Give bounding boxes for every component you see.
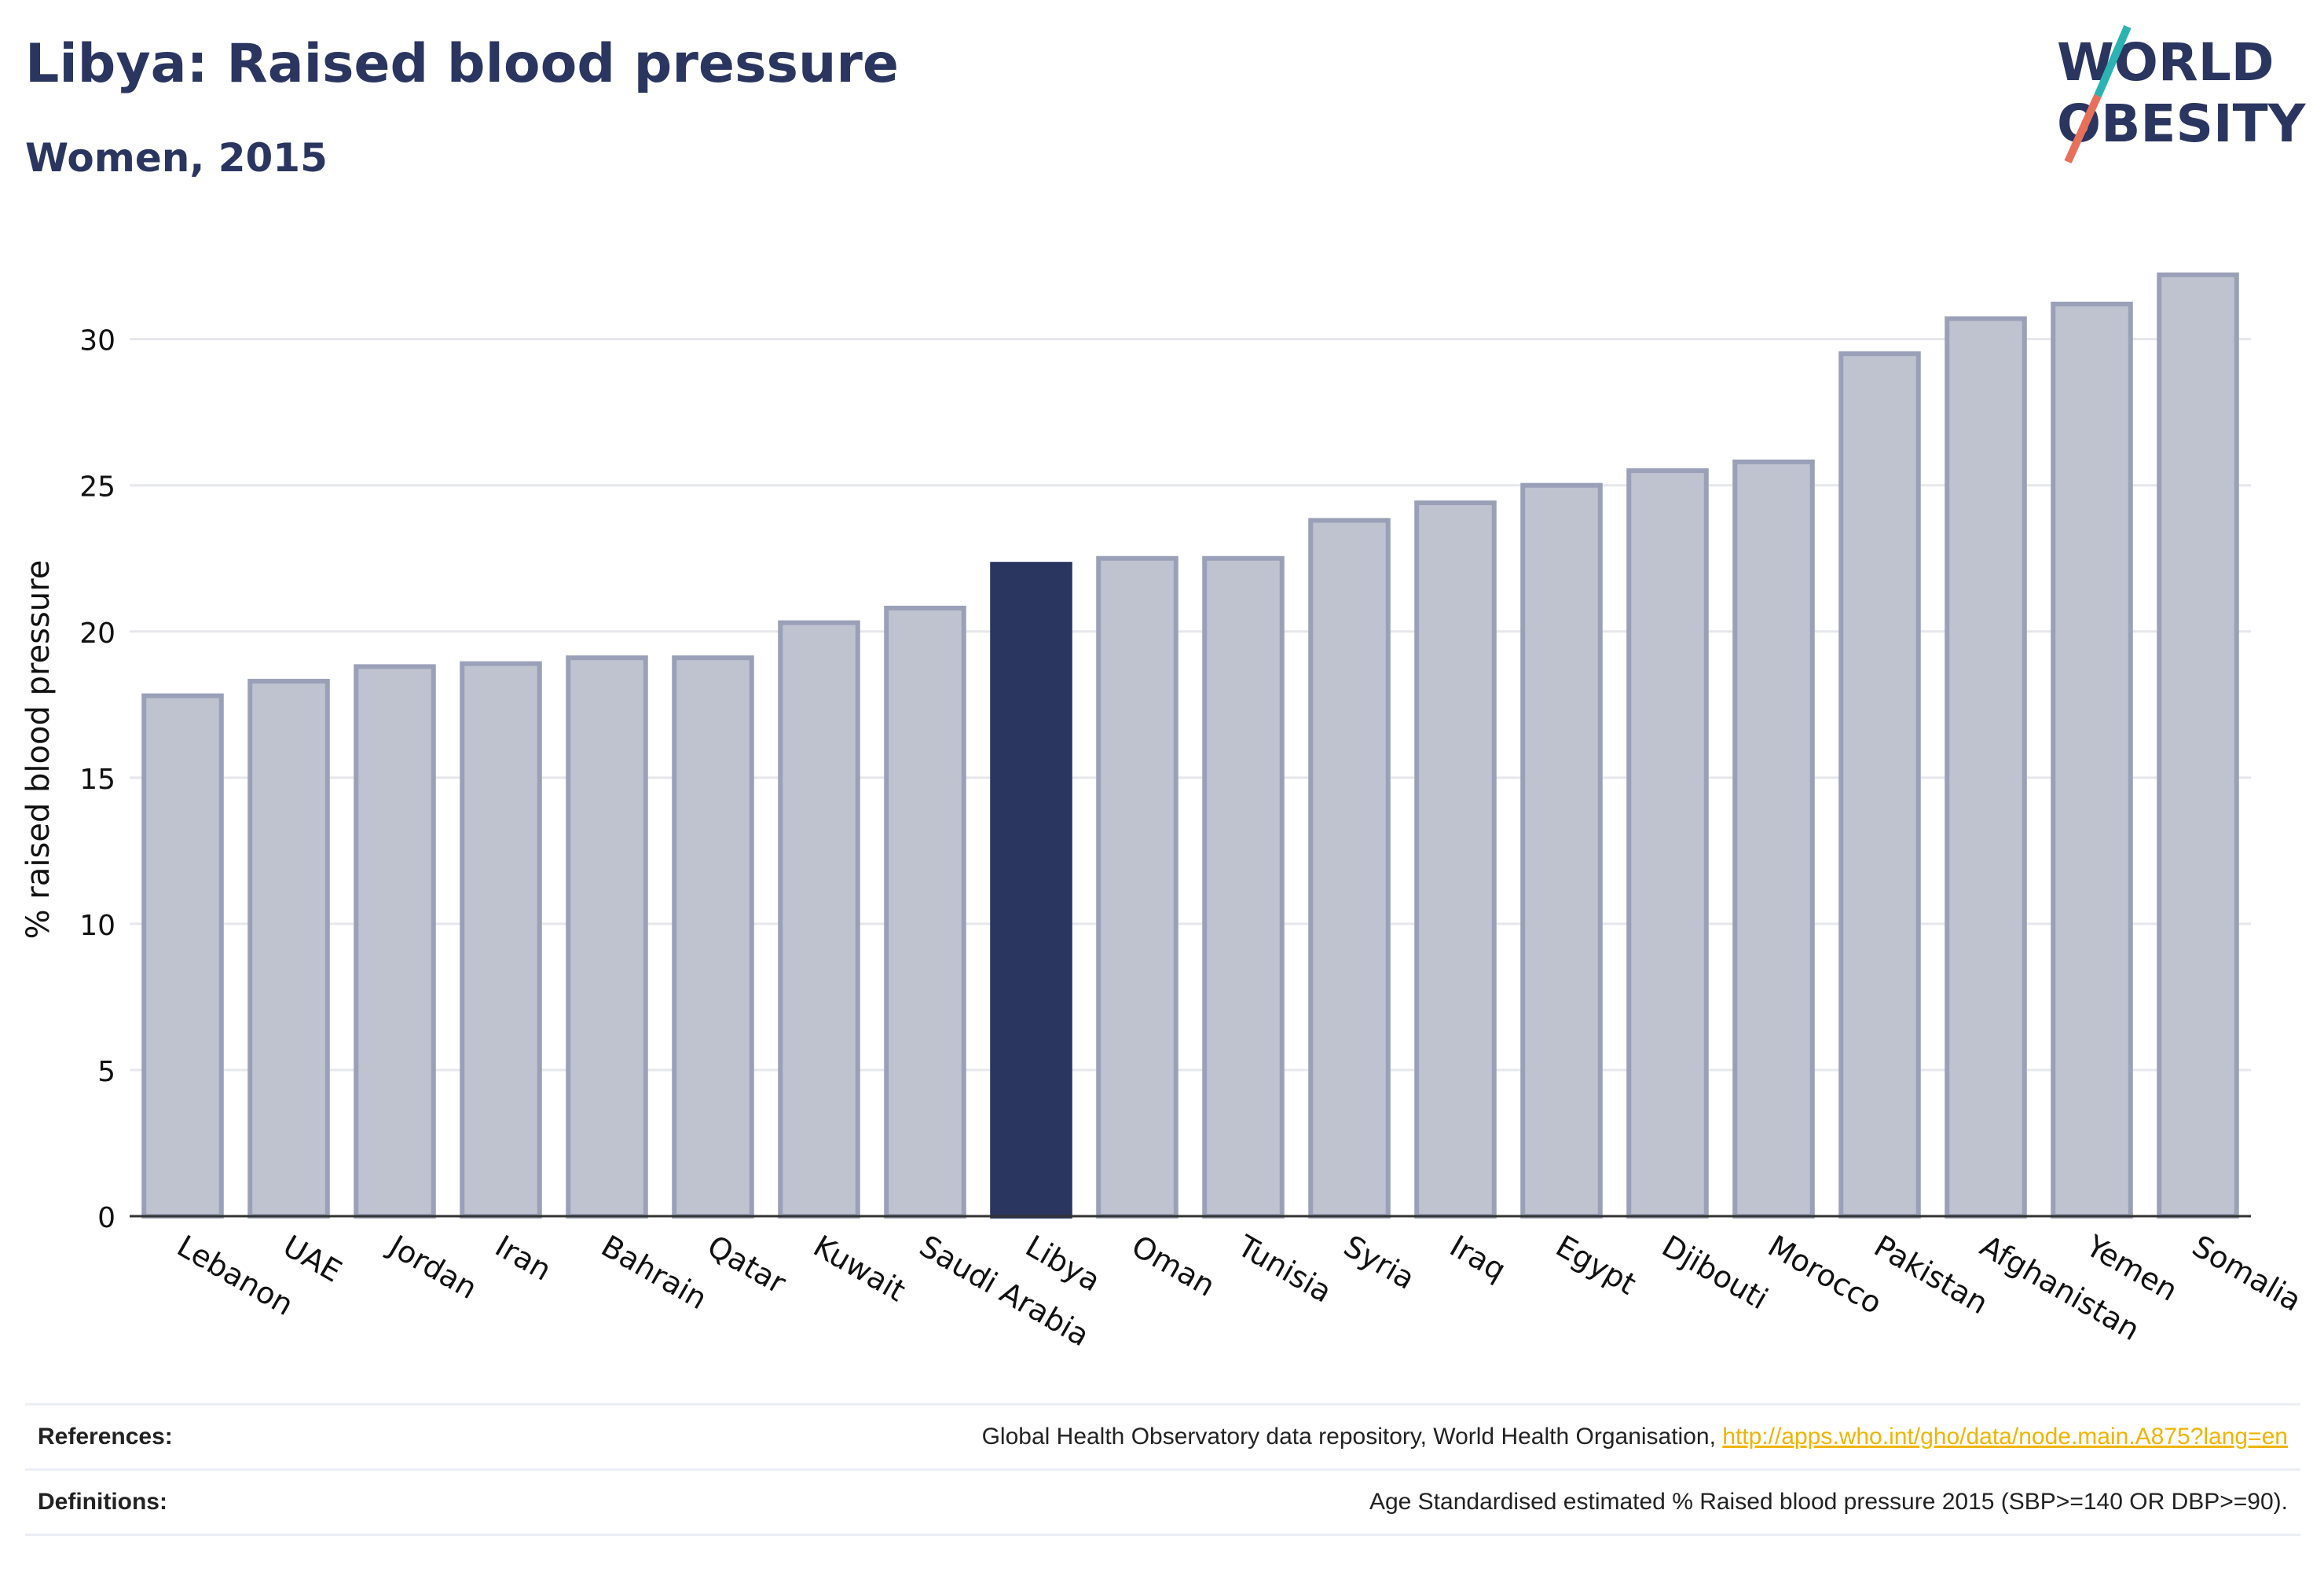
bar-djibouti bbox=[1626, 468, 1709, 1219]
bar-lebanon bbox=[141, 693, 224, 1219]
x-tick-label: UAE bbox=[277, 1229, 347, 1289]
bar-syria bbox=[1308, 518, 1391, 1219]
page-title: Libya: Raised blood pressure bbox=[25, 33, 900, 95]
bar-iraq bbox=[1414, 500, 1497, 1219]
bar-qatar bbox=[672, 655, 754, 1219]
y-tick-label: 15 bbox=[79, 764, 115, 796]
world-obesity-logo: WORLD OBESITY bbox=[2057, 25, 2307, 164]
references-link[interactable]: http://apps.who.int/gho/data/node.main.A… bbox=[1722, 1424, 2288, 1450]
bar-yemen bbox=[2051, 301, 2133, 1219]
bar-bahrain bbox=[566, 655, 648, 1219]
bar-iran bbox=[460, 661, 542, 1219]
x-tick-label: Pakistan bbox=[1868, 1229, 1994, 1321]
y-tick-label: 0 bbox=[97, 1202, 115, 1234]
x-tick-label: Jordan bbox=[382, 1228, 482, 1307]
references-text: Global Health Observatory data repositor… bbox=[981, 1424, 1723, 1450]
bar-libya bbox=[990, 562, 1072, 1219]
logo-line1: WORLD bbox=[2057, 32, 2275, 93]
page-subtitle: Women, 2015 bbox=[25, 135, 328, 181]
bar-uae bbox=[247, 679, 330, 1219]
x-tick-label: Somalia bbox=[2187, 1229, 2308, 1318]
x-tick-label: Kuwait bbox=[808, 1229, 911, 1309]
x-tick-label: Syria bbox=[1338, 1229, 1420, 1296]
bar-afghanistan bbox=[1945, 316, 2027, 1219]
chart-footer: References: Global Health Observatory da… bbox=[25, 1403, 2300, 1536]
x-tick-label: Bahrain bbox=[596, 1229, 713, 1317]
bars bbox=[141, 272, 2239, 1219]
y-tick-label: 25 bbox=[79, 471, 115, 504]
x-tick-label: Lebanon bbox=[171, 1229, 299, 1322]
x-tick-label: Qatar bbox=[702, 1229, 792, 1301]
x-tick-label: Morocco bbox=[1762, 1229, 1888, 1321]
bar-morocco bbox=[1732, 459, 1815, 1219]
y-tick-label: 10 bbox=[79, 910, 115, 942]
bar-jordan bbox=[354, 664, 436, 1219]
y-tick-label: 30 bbox=[79, 325, 115, 357]
x-tick-label: Iran bbox=[489, 1229, 557, 1288]
bar-kuwait bbox=[778, 620, 860, 1219]
bar-saudi-arabia bbox=[884, 605, 966, 1219]
y-tick-label: 5 bbox=[97, 1056, 115, 1088]
bar-somalia bbox=[2157, 272, 2239, 1219]
bar-oman bbox=[1096, 555, 1178, 1219]
x-tick-label: Tunisia bbox=[1231, 1228, 1337, 1310]
logo-slash-bottom bbox=[2064, 93, 2102, 164]
x-tick-label: Iraq bbox=[1444, 1229, 1512, 1288]
bar-egypt bbox=[1520, 482, 1603, 1219]
references-value: Global Health Observatory data repositor… bbox=[982, 1424, 2300, 1450]
x-tick-label: Oman bbox=[1126, 1229, 1221, 1303]
definitions-value: Age Standardised estimated % Raised bloo… bbox=[1369, 1489, 2288, 1515]
y-axis-ticks: 0 5 10 15 20 25 30 bbox=[79, 325, 115, 1234]
bar-tunisia bbox=[1202, 555, 1285, 1219]
references-row: References: Global Health Observatory da… bbox=[25, 1403, 2300, 1468]
y-tick-label: 20 bbox=[79, 618, 115, 650]
logo-slash-top bbox=[2094, 25, 2132, 97]
y-axis-label: % raised blood pressure bbox=[20, 560, 57, 940]
references-label: References: bbox=[38, 1424, 173, 1450]
x-tick-label: Djibouti bbox=[1656, 1229, 1774, 1317]
definitions-label: Definitions: bbox=[38, 1489, 167, 1515]
definitions-row: Definitions: Age Standardised estimated … bbox=[25, 1468, 2300, 1536]
bar-pakistan bbox=[1838, 351, 1921, 1219]
x-tick-label: Egypt bbox=[1550, 1229, 1642, 1302]
grid-lines bbox=[130, 338, 2251, 1072]
